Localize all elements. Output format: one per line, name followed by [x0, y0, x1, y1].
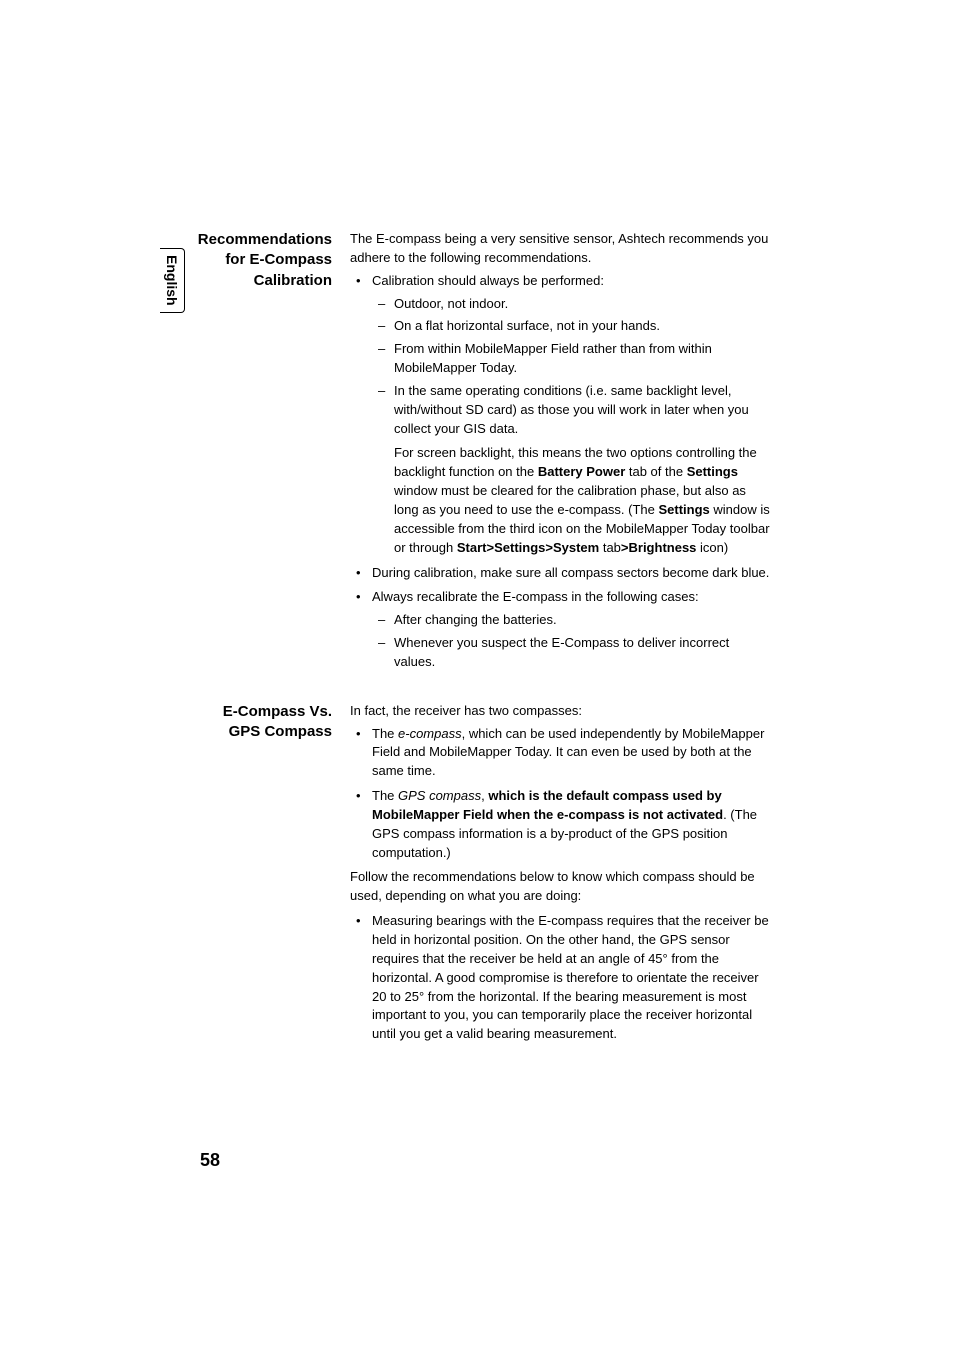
list-item: Outdoor, not indoor.	[372, 295, 770, 314]
section-ecompass-vs-gps: E-Compass Vs. GPS Compass In fact, the r…	[160, 702, 770, 1050]
page-number: 58	[200, 1150, 220, 1171]
body-text: For screen backlight, this means the two…	[394, 444, 770, 557]
dash-list: After changing the batteries. Whenever y…	[372, 611, 770, 672]
list-item: In the same operating conditions (i.e. s…	[372, 382, 770, 558]
list-item: Always recalibrate the E-compass in the …	[350, 588, 770, 671]
body-text: Always recalibrate the E-compass in the …	[372, 589, 699, 604]
section-heading: E-Compass Vs. GPS Compass	[160, 702, 350, 1050]
list-item: From within MobileMapper Field rather th…	[372, 340, 770, 378]
heading-line: Calibration	[254, 272, 332, 289]
list-item: On a flat horizontal surface, not in you…	[372, 317, 770, 336]
bullet-list: Measuring bearings with the E-compass re…	[350, 912, 770, 1044]
body-text: Follow the recommendations below to know…	[350, 868, 770, 906]
list-item: The e-compass, which can be used indepen…	[350, 725, 770, 782]
body-text: The E-compass being a very sensitive sen…	[350, 230, 770, 268]
list-item: The GPS compass, which is the default co…	[350, 787, 770, 862]
page-content: Recommendations for E-Compass Calibratio…	[160, 230, 770, 1074]
dash-list: Outdoor, not indoor. On a flat horizonta…	[372, 295, 770, 558]
body-text: In the same operating conditions (i.e. s…	[394, 383, 749, 436]
body-text: Calibration should always be performed:	[372, 273, 604, 288]
list-item: After changing the batteries.	[372, 611, 770, 630]
list-item: During calibration, make sure all compas…	[350, 564, 770, 583]
list-item: Calibration should always be performed: …	[350, 272, 770, 558]
heading-line: Recommendations	[198, 231, 332, 248]
bullet-list: The e-compass, which can be used indepen…	[350, 725, 770, 863]
list-item: Measuring bearings with the E-compass re…	[350, 912, 770, 1044]
section-heading: Recommendations for E-Compass Calibratio…	[160, 230, 350, 678]
heading-line: for E-Compass	[225, 251, 332, 268]
body-text: In fact, the receiver has two compasses:	[350, 702, 770, 721]
section-body: In fact, the receiver has two compasses:…	[350, 702, 770, 1050]
list-item: Whenever you suspect the E-Compass to de…	[372, 634, 770, 672]
heading-line: GPS Compass	[229, 723, 332, 740]
bullet-list: Calibration should always be performed: …	[350, 272, 770, 672]
heading-line: E-Compass Vs.	[223, 703, 332, 720]
section-body: The E-compass being a very sensitive sen…	[350, 230, 770, 678]
section-recommendations: Recommendations for E-Compass Calibratio…	[160, 230, 770, 678]
